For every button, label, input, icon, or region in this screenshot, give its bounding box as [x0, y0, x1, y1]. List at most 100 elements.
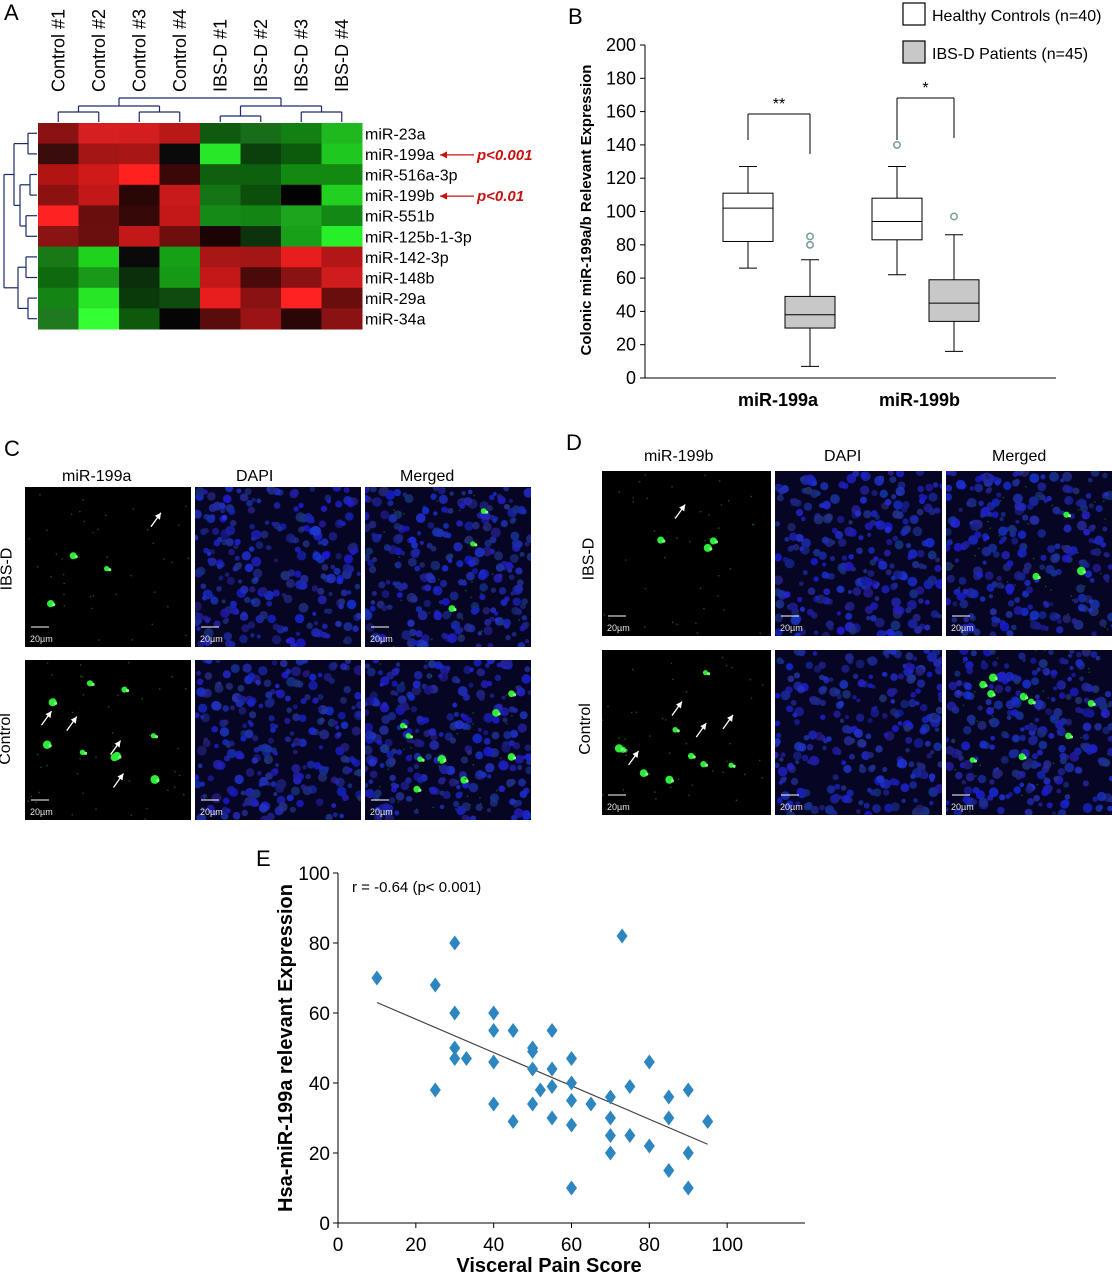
correlation-annotation: r = -0.64 (p< 0.001)	[352, 879, 481, 896]
nucleus	[965, 588, 976, 599]
heatmap-cell	[119, 164, 160, 186]
nucleus	[955, 771, 963, 780]
nucleus	[441, 632, 448, 640]
nucleus	[912, 516, 918, 522]
green-signal	[973, 759, 977, 763]
heatmap-cell	[281, 308, 322, 330]
green-speckle	[90, 607, 93, 610]
nucleus	[413, 809, 419, 815]
nucleus	[852, 471, 860, 477]
nucleus	[321, 564, 329, 571]
nucleus	[963, 725, 972, 735]
nucleus	[1075, 651, 1082, 658]
nucleus	[336, 731, 342, 737]
nucleus	[937, 691, 942, 698]
green-speckle	[1108, 705, 1110, 708]
nucleus	[854, 510, 862, 517]
nucleus	[934, 564, 942, 572]
green-speckle	[1077, 509, 1080, 511]
nucleus	[776, 657, 784, 665]
green-speckle	[673, 516, 676, 518]
nucleus	[856, 713, 865, 722]
nucleus	[438, 765, 444, 771]
heatmap-cell	[159, 143, 201, 165]
nucleus	[504, 596, 510, 602]
nucleus	[276, 795, 286, 805]
nucleus	[1031, 669, 1038, 676]
nucleus	[786, 810, 793, 815]
nucleus	[963, 616, 970, 623]
nucleus	[383, 544, 391, 551]
nucleus	[240, 585, 249, 594]
nucleus	[1084, 570, 1093, 578]
nucleus	[983, 537, 988, 542]
nucleus	[222, 494, 232, 504]
nucleus	[878, 560, 888, 570]
nucleus	[419, 562, 425, 568]
nucleus	[994, 480, 1001, 486]
green-speckle	[1103, 626, 1106, 628]
nucleus	[988, 719, 994, 725]
nucleus	[799, 546, 805, 552]
nucleus	[962, 795, 971, 804]
arrow-indicator-head	[117, 773, 124, 781]
green-speckle	[70, 513, 73, 516]
nucleus	[486, 808, 492, 813]
y-tick-label: 60	[309, 1004, 330, 1025]
nucleus	[836, 611, 841, 616]
nucleus	[955, 479, 966, 490]
nucleus	[302, 765, 307, 770]
nucleus	[795, 760, 800, 765]
green-speckle	[668, 752, 671, 754]
scatter-point	[566, 1075, 577, 1091]
nucleus	[1062, 799, 1070, 807]
nucleus	[893, 630, 904, 636]
nucleus	[867, 787, 872, 793]
scatter-point	[566, 1180, 577, 1196]
heatmap-cell	[38, 246, 79, 268]
nucleus	[203, 528, 209, 534]
green-speckle	[479, 802, 482, 805]
nucleus	[332, 720, 338, 725]
nucleus	[822, 631, 830, 636]
nucleus	[1007, 600, 1015, 607]
heatmap: Control #1 Control #2 Control #3 Control #4…	[3, 9, 532, 330]
nucleus	[228, 507, 236, 516]
nucleus	[1096, 696, 1106, 706]
heatmap-cell	[78, 123, 120, 145]
green-speckle	[79, 664, 82, 666]
nucleus	[786, 800, 794, 808]
nucleus	[1021, 657, 1027, 663]
nucleus	[920, 704, 928, 712]
green-signal	[154, 735, 159, 739]
nucleus	[799, 476, 805, 482]
nucleus	[490, 587, 497, 593]
nucleus	[858, 534, 864, 541]
nucleus	[335, 553, 342, 560]
nucleus	[479, 583, 488, 592]
green-speckle	[646, 497, 649, 500]
nucleus	[839, 718, 845, 723]
nucleus	[1102, 472, 1108, 479]
nucleus	[863, 802, 870, 809]
scale-bar-label: 20µm	[607, 623, 630, 633]
green-speckle	[480, 592, 483, 595]
green-speckle	[456, 733, 459, 735]
nucleus	[1102, 526, 1108, 532]
nucleus	[280, 570, 291, 581]
nucleus	[365, 730, 374, 740]
nucleus	[244, 488, 252, 496]
nucleus	[1027, 604, 1033, 610]
green-speckle	[625, 750, 628, 752]
nucleus	[908, 674, 917, 682]
nucleus	[928, 508, 936, 516]
nucleus	[200, 583, 207, 590]
nucleus	[423, 685, 434, 695]
nucleus	[874, 514, 880, 520]
green-speckle	[709, 537, 711, 540]
heatmap-cell	[281, 267, 322, 289]
nucleus	[1006, 715, 1012, 721]
nucleus	[450, 620, 461, 630]
nucleus	[969, 486, 974, 491]
nucleus	[259, 776, 269, 786]
